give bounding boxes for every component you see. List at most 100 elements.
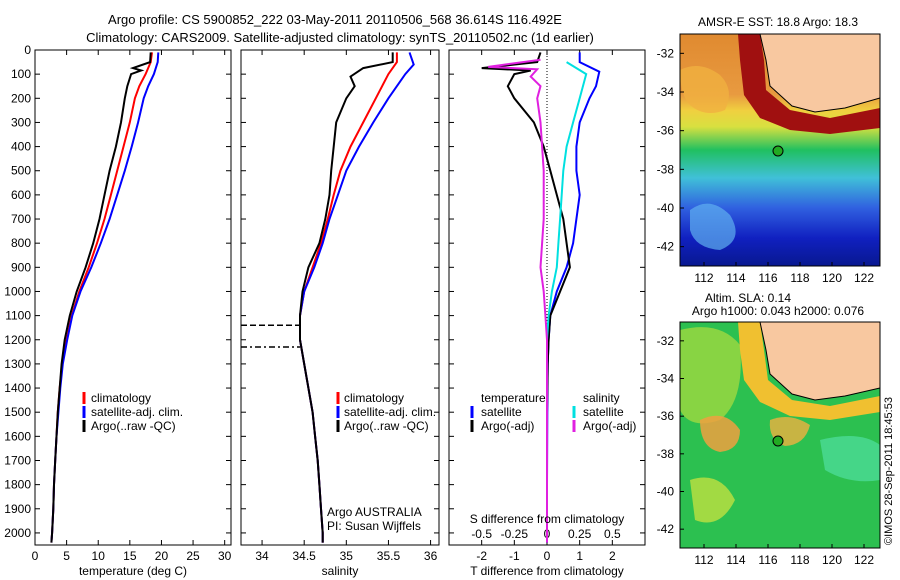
sla-float-marker bbox=[772, 435, 784, 447]
sla-map-frame bbox=[679, 321, 881, 549]
y-tick-label: 400 bbox=[11, 140, 31, 154]
legend-label-sal-argo: Argo(-adj) bbox=[583, 419, 636, 433]
map-y-tick-label: -36 bbox=[657, 124, 675, 138]
x-tick-label: 35 bbox=[340, 549, 354, 563]
y-tick-label: 1000 bbox=[4, 284, 31, 298]
sla-patch bbox=[700, 415, 740, 452]
temperature-axes: 0 5 10 15 20 25 300100200300400500600700800900… bbox=[4, 43, 231, 563]
sla-map bbox=[680, 322, 880, 548]
map-y-tick-label: -42 bbox=[657, 522, 675, 536]
map-x-tick-label: 112 bbox=[694, 553, 713, 567]
legend-label-satellite: satellite-adj. clim. bbox=[344, 405, 436, 419]
y-tick-label: 1100 bbox=[5, 309, 31, 323]
y-tick-label: 1900 bbox=[4, 502, 31, 516]
x-tick-label: 36 bbox=[424, 549, 438, 563]
map-y-tick-label: -38 bbox=[657, 162, 675, 176]
map-y-tick-label: -34 bbox=[657, 372, 675, 386]
map-y-tick-label: -34 bbox=[657, 85, 675, 99]
salinity-legend: climatology satellite-adj. clim. Argo(..… bbox=[336, 391, 436, 433]
s-tick-label: 0.25 bbox=[568, 527, 592, 541]
temperature-panel bbox=[34, 49, 232, 546]
x-tick-label: 0 bbox=[32, 549, 39, 563]
map-x-tick-label: 122 bbox=[854, 271, 874, 285]
legend-label-argo: Argo(..raw -QC) bbox=[91, 419, 176, 433]
difference-legend: temperature salinity satellite Argo(-adj… bbox=[470, 391, 636, 433]
x-tick-label: 20 bbox=[155, 549, 169, 563]
x-tick-label: 34.5 bbox=[293, 549, 317, 563]
s-tick-label: -0.25 bbox=[501, 527, 529, 541]
difference-series bbox=[481, 52, 601, 543]
y-tick-label: 1800 bbox=[4, 478, 31, 492]
salinity-axis-label: salinity bbox=[322, 564, 359, 578]
map-x-tick-label: 120 bbox=[822, 553, 842, 567]
series-line bbox=[50, 52, 152, 543]
x-tick-label: 35.5 bbox=[377, 549, 401, 563]
x-tick-label: 0 bbox=[544, 549, 551, 563]
y-tick-label: 1500 bbox=[4, 405, 31, 419]
legend-label-argo: Argo(..raw -QC) bbox=[344, 419, 429, 433]
sst-warm-blob bbox=[680, 66, 729, 114]
figure-title-line2: Climatology: CARS2009. Satellite-adjuste… bbox=[86, 30, 594, 45]
x-tick-label: 25 bbox=[186, 549, 200, 563]
credit-line2: PI: Susan Wijffels bbox=[327, 519, 421, 533]
sla-patch bbox=[820, 436, 880, 482]
y-tick-label: 900 bbox=[11, 260, 31, 274]
sst-float-marker bbox=[772, 145, 784, 157]
s-tick-label: 0.5 bbox=[604, 527, 621, 541]
legend-label-temp-argo: Argo(-adj) bbox=[481, 419, 534, 433]
series-line bbox=[299, 52, 394, 543]
map-y-tick-label: -40 bbox=[657, 201, 675, 215]
legend-label-sal-satellite: satellite bbox=[583, 405, 624, 419]
temperature-legend: climatology satellite-adj. clim. Argo(..… bbox=[82, 391, 183, 433]
x-tick-label: 5 bbox=[63, 549, 70, 563]
sst-cool-patch bbox=[690, 203, 736, 250]
map-x-tick-label: 114 bbox=[726, 553, 745, 567]
x-tick-label: 10 bbox=[92, 549, 106, 563]
map-x-tick-label: 116 bbox=[758, 553, 777, 567]
salinity-axes: 34 34.5 35 35.5 36 bbox=[241, 49, 439, 563]
map-y-tick-label: -42 bbox=[657, 240, 675, 254]
legend-label-satellite: satellite-adj. clim. bbox=[91, 405, 183, 419]
legend-header-temperature: temperature bbox=[481, 391, 546, 405]
map-x-tick-label: 118 bbox=[790, 271, 809, 285]
legend-label-temp-satellite: satellite bbox=[481, 405, 522, 419]
y-tick-label: 1600 bbox=[4, 429, 31, 443]
series-line bbox=[299, 52, 415, 543]
y-tick-label: 700 bbox=[11, 212, 31, 226]
map-y-tick-label: -38 bbox=[657, 447, 675, 461]
sla-patch bbox=[690, 477, 735, 523]
temperature-series bbox=[50, 52, 160, 543]
legend-label-climatology: climatology bbox=[91, 391, 151, 405]
y-tick-label: 300 bbox=[11, 115, 31, 129]
salinity-series bbox=[241, 52, 415, 543]
x-tick-label: -2 bbox=[476, 549, 487, 563]
x-tick-label: 30 bbox=[218, 549, 232, 563]
series-line bbox=[299, 52, 398, 543]
series-line bbox=[481, 52, 571, 543]
x-tick-label: 15 bbox=[123, 549, 137, 563]
sst-map-title: AMSR-E SST: 18.8 Argo: 18.3 bbox=[698, 15, 858, 29]
sst-map-frame bbox=[679, 33, 881, 267]
y-tick-label: 600 bbox=[11, 188, 31, 202]
y-tick-label: 1400 bbox=[4, 381, 31, 395]
sla-band bbox=[680, 327, 741, 424]
map-x-tick-label: 112 bbox=[694, 271, 713, 285]
sla-band bbox=[738, 322, 880, 420]
sst-map bbox=[680, 34, 880, 266]
sla-map-title-line1: Altim. SLA: 0.14 bbox=[705, 291, 791, 305]
legend-label-climatology: climatology bbox=[344, 391, 404, 405]
y-tick-label: 1300 bbox=[4, 357, 31, 371]
map-x-tick-label: 120 bbox=[822, 271, 842, 285]
sst-leeuwin-current bbox=[738, 34, 880, 134]
y-tick-label: 2000 bbox=[4, 526, 31, 540]
map-y-tick-label: -32 bbox=[657, 46, 675, 60]
series-line bbox=[488, 58, 548, 543]
map-y-tick-label: -40 bbox=[657, 485, 675, 499]
series-line bbox=[546, 61, 588, 543]
x-tick-label: -1 bbox=[509, 549, 520, 563]
y-tick-label: 1200 bbox=[4, 333, 31, 347]
y-tick-label: 0 bbox=[24, 43, 31, 57]
salinity-panel bbox=[240, 49, 440, 546]
map-x-tick-label: 122 bbox=[854, 553, 874, 567]
